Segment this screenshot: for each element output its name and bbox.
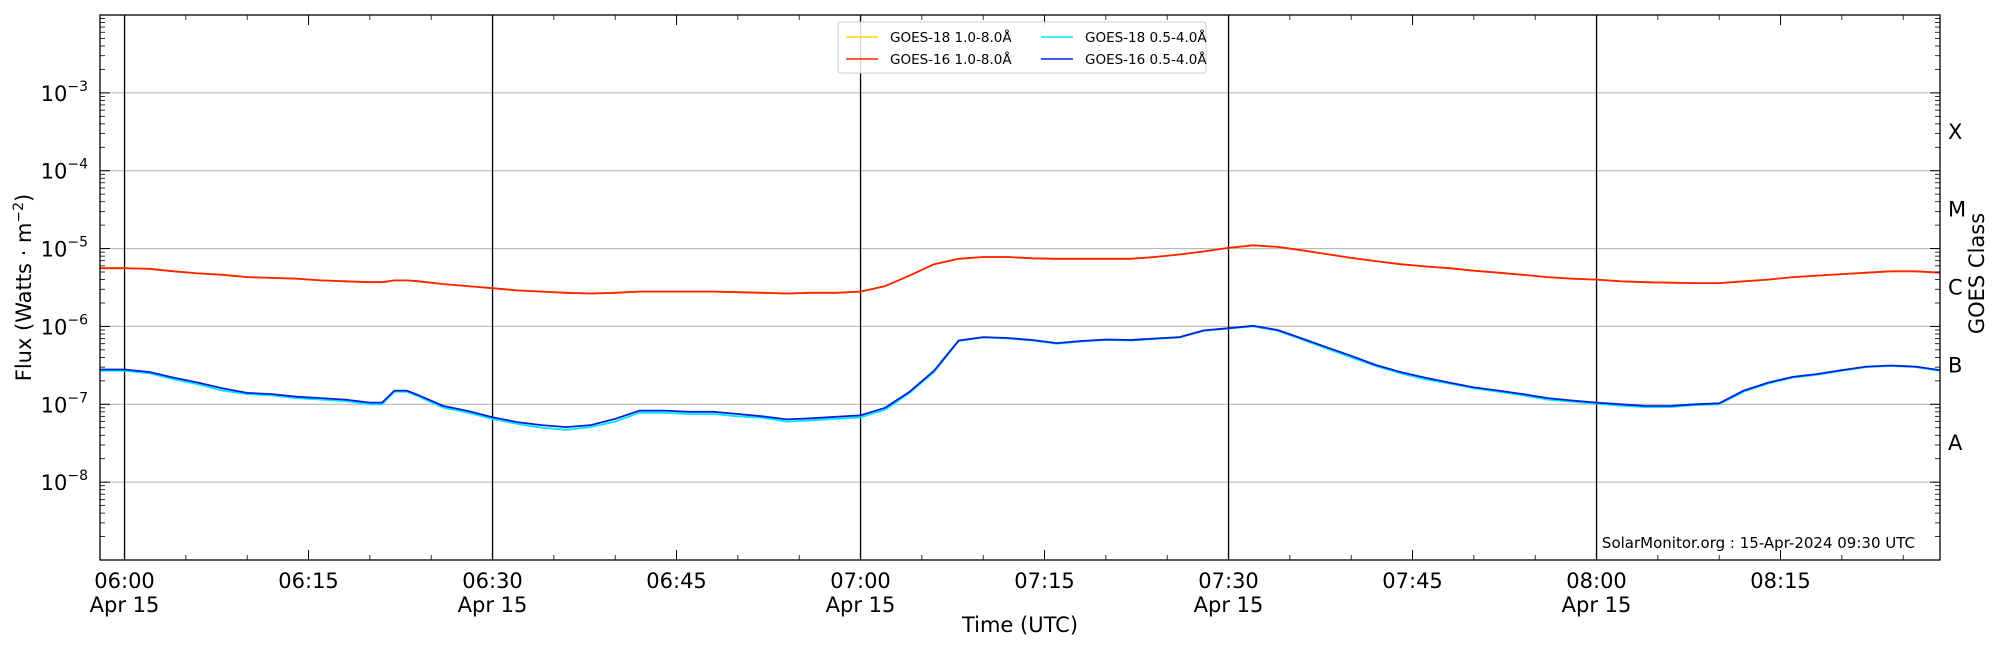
x-tick-label: 06:30 [462,569,523,593]
y-tick-label-exponent: −7 [67,390,88,406]
y-tick-label-base: 10 [41,471,68,495]
x-tick-label: 08:15 [1750,569,1811,593]
y-axis-label-close: ) [12,194,36,202]
grid-lines [100,92,1940,483]
series-lines [100,244,1941,431]
y-tick-label-exponent: −4 [67,157,88,173]
goes-class-label: M [1948,198,1966,222]
x-tick-date-label: Apr 15 [90,593,160,617]
credit-text: SolarMonitor.org : 15-Apr-2024 09:30 UTC [1602,534,1915,552]
goes-class-axis-label: GOES Class [1965,213,1989,334]
y-tick-label: 10−7 [41,390,88,417]
x-tick-date-label: Apr 15 [1194,593,1264,617]
y-tick-label-base: 10 [41,315,68,339]
y-tick-label-base: 10 [41,238,68,262]
goes-class-label: B [1948,353,1962,377]
legend-entry-label: GOES-18 0.5-4.0Å [1085,29,1207,46]
series-line-1 [100,244,1941,295]
goes-class-label: A [1948,431,1963,455]
x-tick-label: 07:15 [1014,569,1075,593]
y-axis-label-main: Flux (Watts · m [12,223,36,382]
y-tick-label: 10−6 [41,312,88,339]
svg-text:Flux (Watts · m−2): Flux (Watts · m−2) [11,194,36,382]
goes-class-label: C [1948,276,1963,300]
x-tick-date-label: Apr 15 [1562,593,1632,617]
y-axis-label-exponent: −2 [11,202,27,223]
plot-frame [99,14,1941,561]
vertical-markers [123,15,1598,560]
series-line-0 [100,244,1941,295]
x-tick-label: 07:45 [1382,569,1443,593]
x-tick-label: 06:45 [646,569,707,593]
x-tick-label: 06:15 [278,569,339,593]
y-tick-label-exponent: −6 [67,312,88,328]
legend-entry-label: GOES-18 1.0-8.0Å [890,29,1012,46]
x-tick-label: 07:00 [830,569,891,593]
y-tick-label-base: 10 [41,160,68,184]
x-tick-label: 07:30 [1198,569,1259,593]
y-tick-label-exponent: −5 [67,235,88,251]
y-tick-label-exponent: −8 [67,468,88,484]
series-line-2 [100,325,1941,431]
legend: GOES-18 1.0-8.0Å GOES-16 1.0-8.0Å GOES-18 … [837,21,1207,74]
y-tick-label: 10−4 [41,157,88,184]
legend-box [837,21,1207,74]
y-tick-label: 10−3 [41,79,88,106]
y-axis-label: Flux (Watts · m−2) [11,194,36,382]
x-tick-date-label: Apr 15 [826,593,896,617]
x-tick-date-label: Apr 15 [458,593,528,617]
y-tick-label: 10−5 [41,235,88,262]
y-tick-label-base: 10 [41,82,68,106]
x-tick-label: 08:00 [1566,569,1627,593]
legend-entry-label: GOES-16 1.0-8.0Å [890,51,1012,68]
goes-class-label: X [1948,120,1962,144]
y-tick-label-exponent: −3 [67,79,88,95]
x-tick-label: 06:00 [94,569,155,593]
y-tick-label: 10−8 [41,468,88,495]
y-tick-label-base: 10 [41,393,68,417]
legend-entry-label: GOES-16 0.5-4.0Å [1085,51,1207,68]
series-line-3 [100,324,1941,429]
x-axis-label: Time (UTC) [961,613,1078,637]
